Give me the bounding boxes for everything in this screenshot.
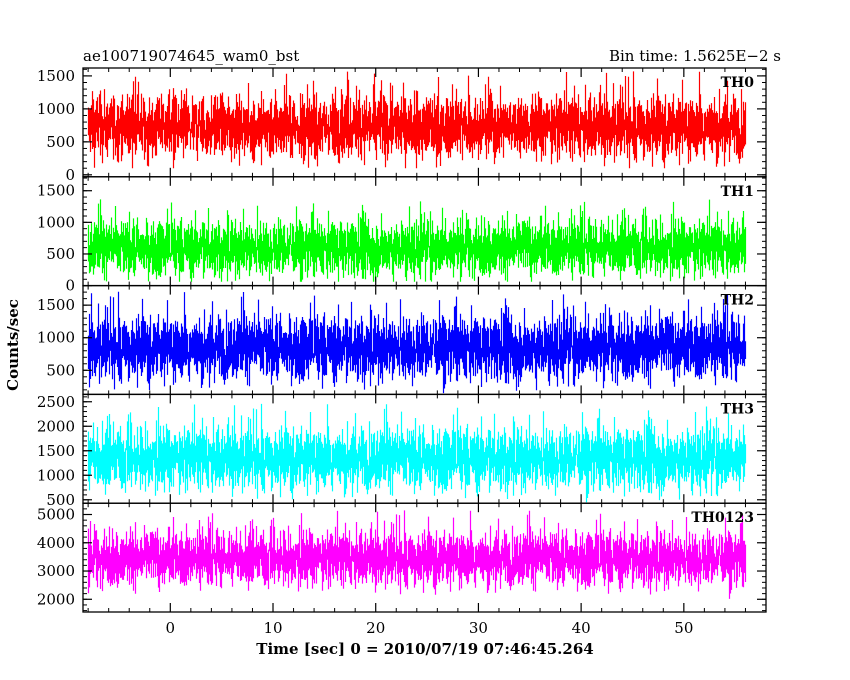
x-tick-label: 50 xyxy=(674,619,693,637)
y-tick-label: 1000 xyxy=(37,213,75,231)
x-axis-title: Time [sec] 0 = 2010/07/19 07:46:45.264 xyxy=(256,640,593,658)
series-th1 xyxy=(87,199,747,282)
y-tick-label: 0 xyxy=(65,166,75,184)
y-tick-label: 3000 xyxy=(37,562,75,580)
y-tick-label: 1000 xyxy=(37,100,75,118)
observation-id-title: ae100719074645_wam0_bst xyxy=(83,47,299,65)
y-tick-label: 2500 xyxy=(37,393,75,411)
panel-label-th1: TH1 xyxy=(721,184,754,200)
series-th2 xyxy=(87,291,747,394)
y-tick-label: 500 xyxy=(46,491,75,509)
y-tick-label: 1500 xyxy=(37,442,75,460)
y-tick-label: 2000 xyxy=(37,417,75,435)
panel-label-th0: TH0 xyxy=(721,75,755,91)
y-tick-label: 4000 xyxy=(37,534,75,552)
panel-th0: 0 500 1000 1500 TH0 xyxy=(37,67,767,184)
x-tick-label: 0 xyxy=(166,619,176,637)
y-tick-label: 0 xyxy=(65,277,75,295)
y-tick-label: 1500 xyxy=(37,182,75,200)
x-tick-label: 20 xyxy=(366,619,385,637)
series-th0123 xyxy=(87,510,747,599)
panel-th1: 0 500 1000 1500 TH1 xyxy=(37,176,767,295)
series-th3 xyxy=(87,403,747,503)
y-tick-label: 1500 xyxy=(37,67,75,85)
y-tick-label: 1500 xyxy=(37,296,75,314)
panel-th0123: 2000 3000 4000 5000 TH0123 xyxy=(37,502,767,613)
panel-frame xyxy=(82,502,767,613)
y-axis-title: Counts/sec xyxy=(4,299,22,391)
y-tick-label: 5000 xyxy=(37,506,75,524)
y-tick-label: 500 xyxy=(46,133,75,151)
panel-label-th0123: TH0123 xyxy=(691,510,754,526)
y-tick-label: 2000 xyxy=(37,590,75,608)
panel-th2: 500 1000 1500 TH2 xyxy=(37,284,767,396)
x-tick-label: 40 xyxy=(572,619,591,637)
y-tick-label: 1000 xyxy=(37,329,75,347)
x-tick-label: 10 xyxy=(263,619,282,637)
bin-time-label: Bin time: 1.5625E−2 s xyxy=(609,47,781,65)
panel-label-th3: TH3 xyxy=(721,401,754,417)
y-tick-label: 1000 xyxy=(37,466,75,484)
x-tick-label: 30 xyxy=(469,619,488,637)
panel-th3: 500 1000 1500 2000 2500 TH3 xyxy=(37,393,767,509)
panel-label-th2: TH2 xyxy=(721,293,754,309)
x-axis: 0 10 20 30 40 50 xyxy=(166,619,694,637)
series-th0 xyxy=(87,71,747,169)
y-tick-label: 500 xyxy=(46,245,75,263)
panels-group: 0 500 1000 1500 TH0 0 500 1000 1500 TH1 500 1000 150… xyxy=(37,67,767,613)
y-tick-label: 500 xyxy=(46,361,75,379)
